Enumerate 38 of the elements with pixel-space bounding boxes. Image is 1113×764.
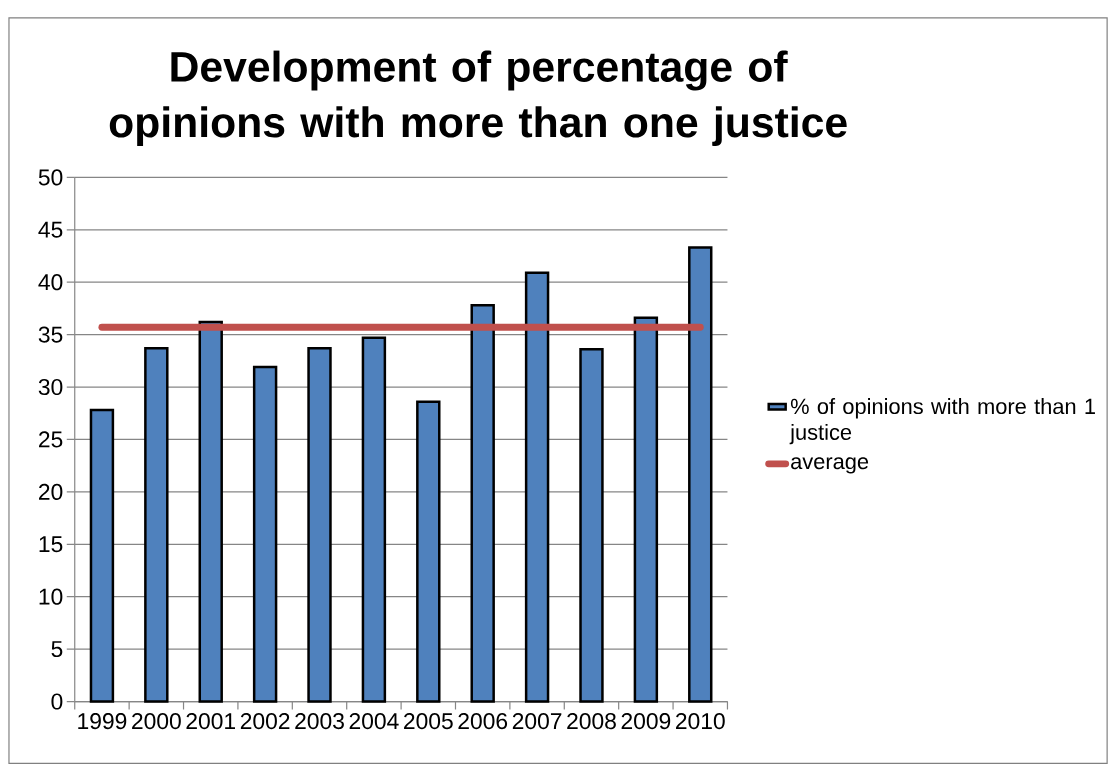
y-tick-label: 45 [38, 221, 63, 238]
y-tick-label: 0 [51, 693, 63, 710]
bar [524, 271, 550, 703]
y-tick-label: 50 [38, 169, 63, 186]
y-tick-label: 30 [38, 378, 63, 395]
bar [307, 346, 332, 703]
y-tick-label: 15 [39, 536, 63, 553]
x-tick-label: 2004 [349, 712, 399, 730]
bar [361, 336, 387, 703]
x-tick-label: 2003 [295, 712, 344, 730]
y-tick-label: 35 [38, 326, 63, 343]
y-tick-label: 40 [38, 273, 63, 291]
bar [579, 347, 604, 703]
x-tick-label: 2007 [512, 712, 562, 730]
x-tick-label: 2000 [132, 712, 181, 730]
x-tick-label: 2001 [186, 712, 235, 730]
bar [688, 246, 713, 703]
chart-title: Development of percentage of opinions with more than one justice [109, 50, 847, 146]
x-tick-label: 2006 [458, 712, 508, 730]
bar [416, 400, 441, 703]
y-tick-label: 20 [39, 483, 63, 500]
legend-label: % of opinions with more than 1 justice [789, 397, 1095, 445]
bar [633, 316, 659, 703]
x-tick-label: 1999 [78, 712, 127, 730]
x-tick-label: 2010 [676, 712, 725, 730]
bar [252, 365, 278, 703]
bar [198, 320, 223, 703]
bar [89, 408, 115, 703]
x-tick-label: 2002 [240, 712, 290, 730]
x-tick-label: 2009 [621, 712, 671, 730]
x-tick-label: 2008 [567, 712, 616, 730]
y-tick-label: 5 [51, 640, 63, 657]
y-tick-label: 25 [39, 431, 63, 448]
y-tick-label: 10 [39, 588, 63, 605]
x-tick-label: 2005 [404, 712, 453, 730]
bar [470, 303, 495, 703]
legend-label: average [791, 457, 869, 474]
bar [144, 346, 169, 703]
